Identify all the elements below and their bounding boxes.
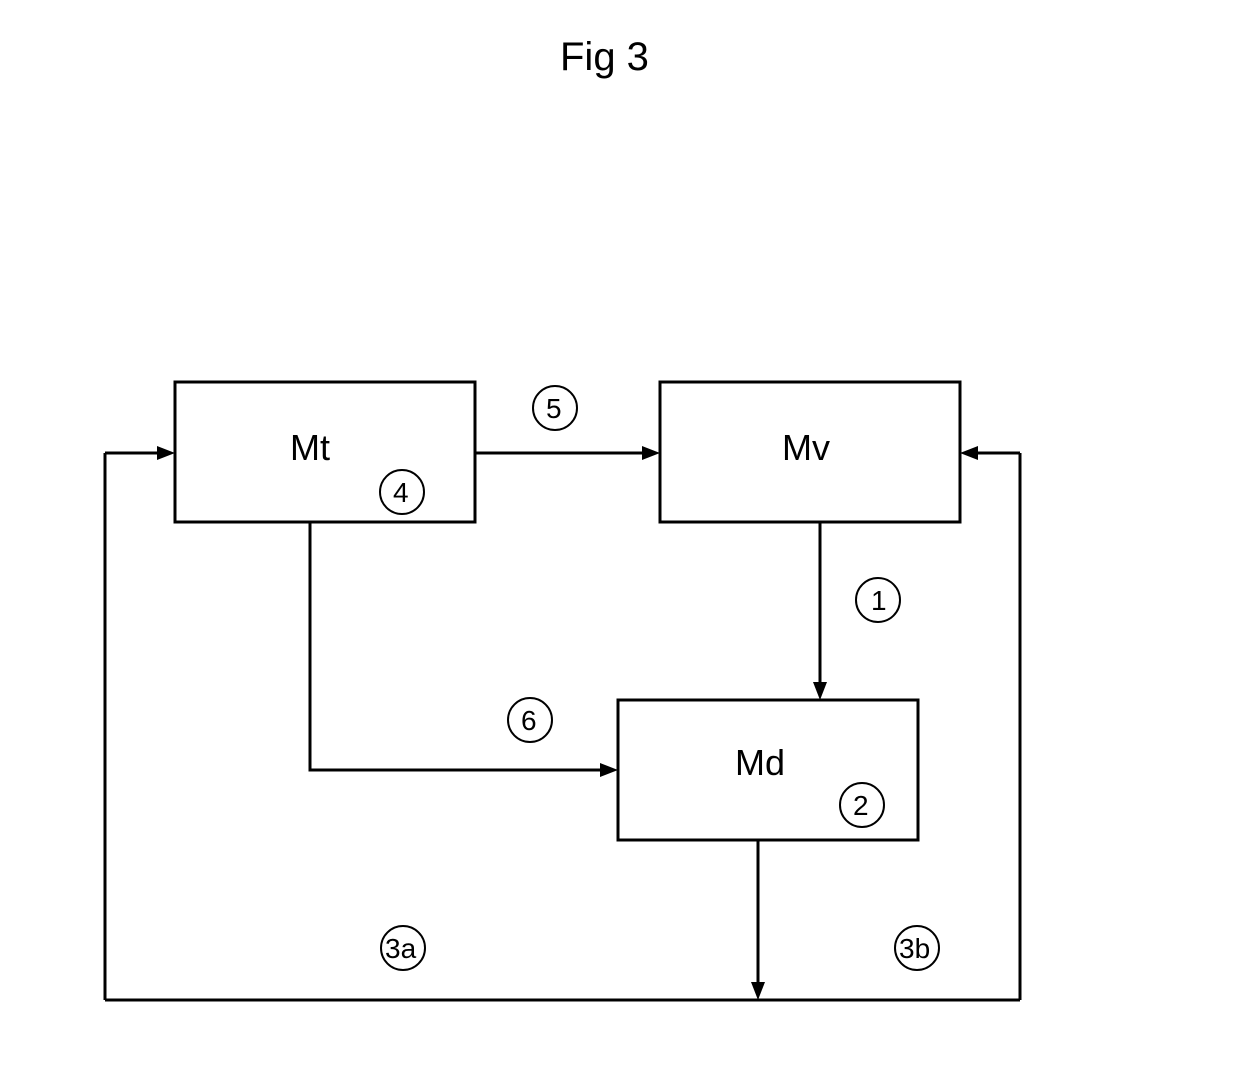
node-mt-label: Mt [290,427,330,468]
edge-md-output [751,840,765,1000]
node-mt: Mt 4 [175,382,475,522]
badge-1-label: 1 [871,585,887,616]
arrowhead-icon [813,682,827,700]
edge-3a: 3a [105,446,425,1000]
badge-3a-label: 3a [385,933,417,964]
badge-5-label: 5 [546,393,562,424]
arrowhead-icon [157,446,175,460]
node-mv: Mv [660,382,960,522]
edge-6: 6 [310,522,618,777]
badge-3b-label: 3b [899,933,930,964]
node-md-label: Md [735,742,785,783]
arrowhead-icon [642,446,660,460]
arrowhead-icon [960,446,978,460]
arrowhead-icon [600,763,618,777]
arrowhead-icon [751,982,765,1000]
node-md: Md 2 [618,700,918,840]
figure-title: Fig 3 [560,35,649,79]
figure-canvas: Fig 3 Mt 4 Mv Md 2 5 1 [0,0,1240,1088]
edge-5: 5 [475,386,660,460]
badge-2-label: 2 [853,790,869,821]
badge-6-label: 6 [521,705,537,736]
badge-4-label: 4 [393,477,409,508]
node-mv-label: Mv [782,427,830,468]
edge-1: 1 [813,522,900,700]
